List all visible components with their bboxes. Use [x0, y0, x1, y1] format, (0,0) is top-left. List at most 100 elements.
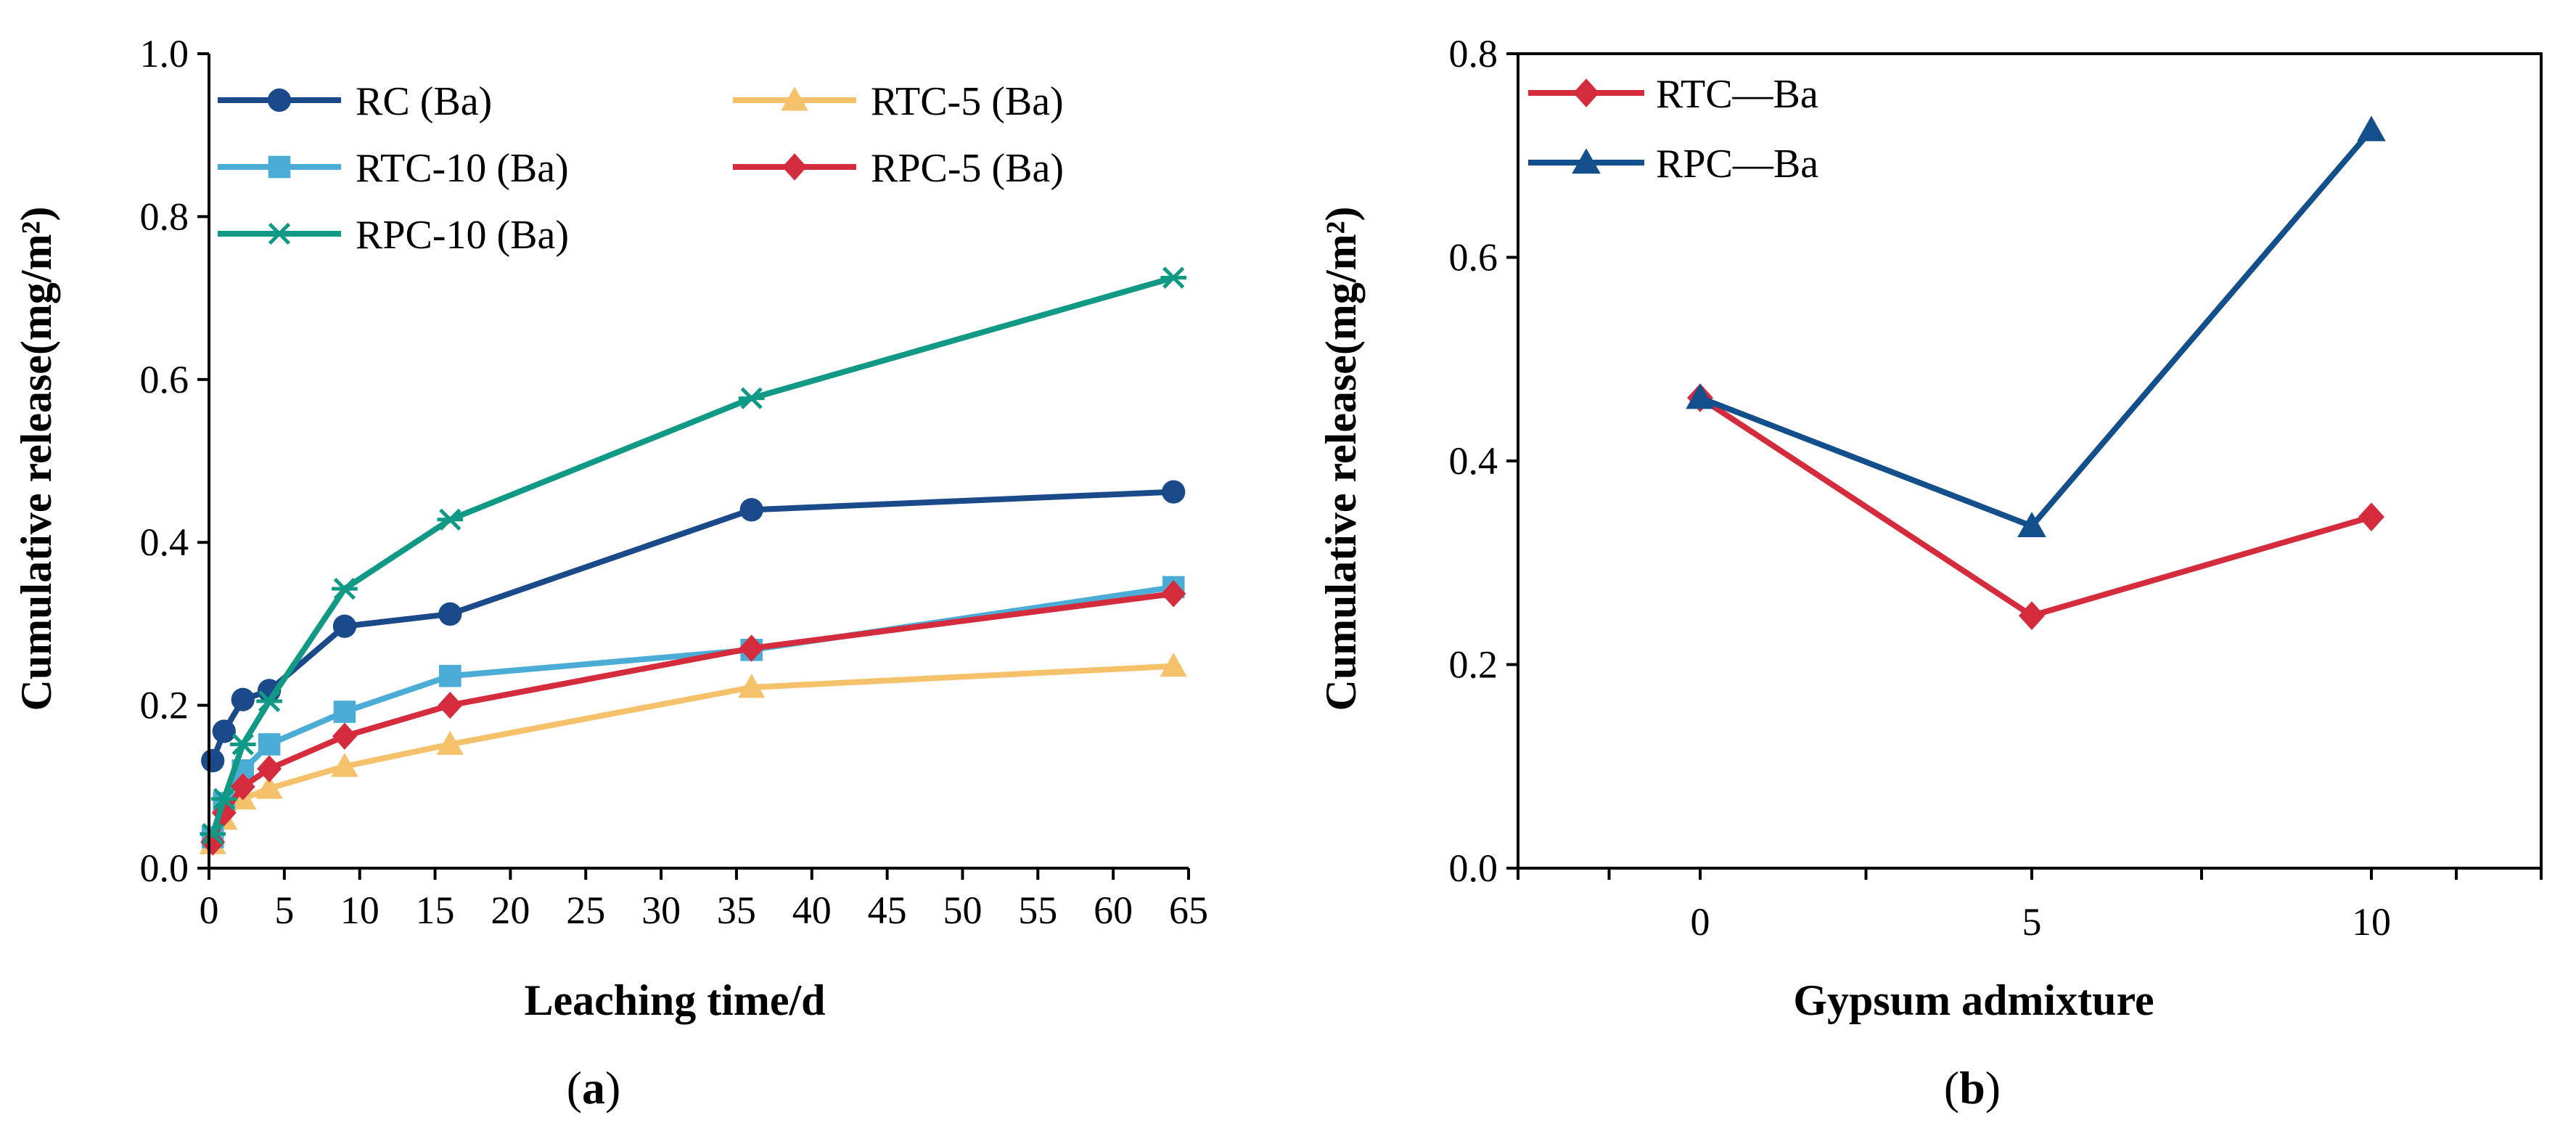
chart-b-panel-label-close: ) [1985, 1062, 2001, 1114]
chart-b-panel-label: (b) [1944, 1062, 2001, 1114]
chart-b-y-tick-label: 0.8 [1449, 32, 1498, 75]
chart-b-point-rtc-ba [2019, 601, 2045, 630]
chart-a-point-rpc-10-ba-stroke [333, 577, 356, 600]
chart-a-y-tick-label: 0.0 [140, 846, 189, 890]
chart-b-y-tick-label: 0.4 [1449, 439, 1498, 483]
chart-a-line-rtc-5-ba [210, 663, 1174, 846]
chart-b-legend-marker-rtc-ba [1573, 78, 1599, 107]
chart-b-x-tick-label: 5 [2022, 900, 2042, 944]
chart-a-legend-marker-rtc-10-ba [268, 155, 291, 179]
chart-b-point-rtc-ba [2358, 502, 2384, 531]
chart-a-x-tick-label: 40 [792, 888, 832, 932]
chart-a-point-rpc-10-ba [738, 387, 765, 409]
chart-b-line-rtc-ba [1698, 395, 2373, 619]
chart-b-legend: RTC—Ba RPC—Ba [1528, 72, 1818, 187]
chart-a-point-rc-ba [231, 687, 255, 711]
chart-b-point-rpc-ba [1686, 383, 1715, 409]
chart-b-y-axis-title: Cumulative release(mg/m²) [1317, 206, 1365, 711]
chart-b-legend-marker-rpc-ba [1572, 148, 1601, 174]
chart-b-plot-area [1686, 115, 2386, 630]
chart-a-y-axis-title: Cumulative release(mg/m²) [12, 206, 60, 711]
chart-a-legend-label-rtc-5-ba: RTC-5 (Ba) [871, 79, 1064, 124]
chart-a-legend-marker-rc-ba [267, 88, 292, 113]
chart-a-legend-label-rtc-10-ba: RTC-10 (Ba) [356, 146, 569, 191]
chart-a-x-tick-label: 35 [717, 888, 756, 932]
chart-a-y-tick-label: 0.6 [140, 358, 189, 401]
chart-a-legend-marker-rpc-10-ba [266, 222, 292, 245]
chart-a-x-tick-label: 5 [274, 888, 294, 932]
chart-a-point-rtc-5-ba [737, 674, 766, 698]
chart-a-y-tick-label: 1.0 [140, 32, 189, 75]
chart-a-point-rtc-10-ba [439, 664, 462, 687]
chart-a-axes [197, 52, 1190, 880]
chart-a-point-rpc-10-ba [210, 788, 237, 810]
chart-a-point-rc-ba [1162, 480, 1186, 504]
chart-a-point-rtc-5-ba [255, 775, 283, 799]
chart-a-panel-label: (a) [567, 1062, 621, 1114]
chart-a-point-rpc-10-ba-stroke [1162, 266, 1185, 289]
chart-a-x-tick-label: 55 [1018, 888, 1057, 932]
chart-b-panel-label-open: ( [1944, 1062, 1959, 1114]
chart-a-point-rpc-10-ba-stroke [439, 508, 462, 531]
chart-a-point-rc-ba [332, 614, 357, 638]
chart-a-point-rtc-5-ba [331, 753, 358, 777]
chart-a-x-tick-label: 20 [491, 888, 530, 932]
chart-b-y-tick-label: 0.2 [1449, 643, 1498, 687]
chart-b-legend-label-rtc-ba: RTC—Ba [1656, 72, 1818, 117]
chart-a-point-rc-ba [438, 602, 462, 626]
chart-a-x-axis-title: Leaching time/d [525, 976, 826, 1024]
chart-panel-a: 0.0 0.2 0.4 0.6 0.8 1.0 0 5 10 15 20 25 30 35 40 45 50 55… [12, 32, 1208, 1114]
chart-a-point-rc-ba [739, 498, 763, 522]
chart-b-point-rpc-ba [2357, 115, 2386, 142]
chart-a-point-rc-ba [212, 719, 236, 743]
chart-a-y-tick-label: 0.8 [140, 195, 189, 238]
chart-b-panel-label-letter: b [1959, 1062, 1985, 1114]
chart-a-x-tick-label: 65 [1169, 888, 1208, 932]
chart-panel-b: 0.0 0.2 0.4 0.6 0.8 0 5 10 RTC—Ba RPC—Ba Cumulat… [1317, 32, 2543, 1114]
chart-a-point-rtc-5-ba [436, 730, 464, 755]
chart-a-point-rc-ba [201, 748, 225, 773]
chart-a-panel-label-open: ( [567, 1062, 582, 1114]
chart-a-legend-marker-rtc-5-ba [781, 86, 808, 111]
chart-b-x-tick-label: 10 [2352, 900, 2391, 944]
chart-a-line-rc-ba [210, 489, 1174, 762]
chart-a-x-tick-label: 0 [200, 888, 219, 932]
chart-a-x-tick-label: 10 [340, 888, 380, 932]
chart-a-line-rpc-5-ba [210, 590, 1174, 843]
chart-a-point-rpc-10-ba [200, 822, 226, 846]
chart-a-point-rpc-5-ba [257, 755, 282, 783]
chart-a-legend: RC (Ba) RTC-5 (Ba) RTC-10 (Ba) RPC-5 (Ba) RP… [218, 79, 1064, 258]
chart-a-tick-labels: 0.0 0.2 0.4 0.6 0.8 1.0 0 5 10 15 20 25 30 35 40 45 50 55… [140, 32, 1209, 932]
chart-b-tick-labels: 0.0 0.2 0.4 0.6 0.8 0 5 10 [1449, 32, 2392, 944]
chart-a-x-tick-label: 30 [641, 888, 681, 932]
chart-a-point-rpc-10-ba-stroke [202, 822, 224, 846]
chart-a-point-rpc-10-ba [437, 508, 464, 531]
chart-a-point-rpc-5-ba [438, 691, 463, 719]
chart-a-legend-marker-rpc-10-ba-stroke [268, 222, 291, 245]
chart-a-point-rpc-10-ba [229, 733, 256, 756]
chart-b-y-tick-label: 0.6 [1449, 236, 1498, 279]
chart-a-x-tick-label: 60 [1094, 888, 1133, 932]
chart-a-legend-label-rpc-10-ba: RPC-10 (Ba) [356, 213, 569, 258]
chart-a-legend-marker-rpc-5-ba [782, 153, 807, 181]
chart-a-point-rpc-5-ba [332, 722, 357, 750]
chart-a-point-rtc-10-ba [333, 700, 356, 723]
chart-b-y-tick-label: 0.0 [1449, 846, 1498, 890]
chart-a-legend-label-rc-ba: RC (Ba) [356, 79, 492, 124]
chart-a-point-rpc-5-ba [739, 634, 764, 662]
chart-a-point-rtc-5-ba [1160, 653, 1187, 677]
chart-a-point-rpc-10-ba [332, 577, 358, 600]
chart-b-point-rpc-ba [2017, 511, 2046, 538]
chart-a-panel-label-letter: a [582, 1062, 605, 1114]
chart-a-plot-area [199, 266, 1187, 856]
chart-a-point-rpc-5-ba [1161, 580, 1186, 608]
chart-a-line-rpc-10-ba [210, 274, 1175, 835]
chart-a-x-tick-label: 45 [868, 888, 907, 932]
chart-b-axes [1506, 52, 2543, 880]
chart-a-point-rpc-10-ba-stroke [258, 690, 281, 713]
chart-a-point-rpc-10-ba [1160, 266, 1187, 289]
chart-a-point-rpc-10-ba-stroke [231, 733, 254, 756]
chart-a-point-rpc-10-ba-stroke [740, 387, 763, 409]
chart-a-panel-label-close: ) [605, 1062, 620, 1114]
chart-a-point-rtc-10-ba [258, 733, 281, 756]
